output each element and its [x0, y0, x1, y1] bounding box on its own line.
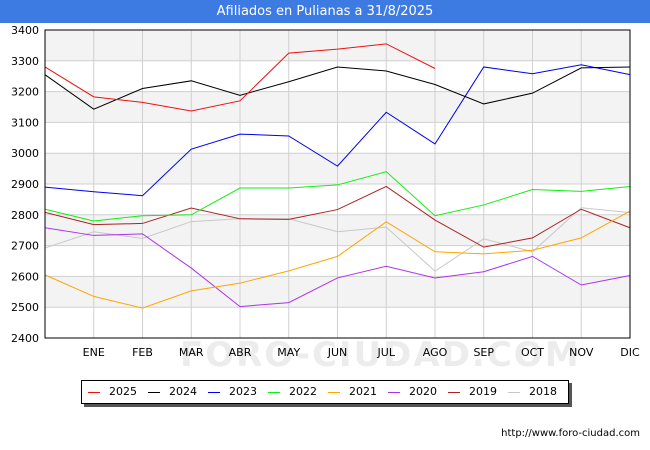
x-tick-label: FEB: [132, 346, 153, 359]
legend-label: 2020: [409, 385, 437, 398]
legend-label: 2018: [529, 385, 557, 398]
series-line-2019: [44, 185, 631, 248]
chart-title: Afiliados en Pulianas a 31/8/2025: [0, 0, 650, 23]
plot-frame: [44, 29, 631, 339]
x-tick-label: JUL: [377, 346, 396, 359]
x-tick-label: DIC: [620, 346, 640, 359]
legend-label: 2023: [229, 385, 257, 398]
y-tick-label: 2800: [11, 209, 39, 222]
legend: 2025 2024 2023 2022 2021 2020 2019 2018: [81, 380, 569, 404]
y-tick-label: 3100: [11, 116, 39, 129]
y-tick-label: 3200: [11, 86, 39, 99]
series-line-2020: [44, 227, 631, 308]
watermark: FORO-CIUDAD.COM: [180, 335, 581, 375]
y-axis-ticks: 2400 2500 2600 2700 2800 2900 3000 3100 3200 3300…: [11, 24, 39, 345]
x-tick-label: ABR: [229, 346, 252, 359]
series-line-2018: [44, 207, 631, 272]
y-tick-label: 2900: [11, 178, 39, 191]
series-line-2024: [44, 66, 631, 110]
legend-swatch: [148, 392, 160, 393]
legend-swatch: [328, 392, 340, 393]
legend-swatch: [88, 392, 100, 393]
x-tick-label: MAR: [179, 346, 204, 359]
legend-label: 2022: [289, 385, 317, 398]
x-tick-label: ENE: [83, 346, 105, 359]
series-line-2023: [44, 64, 631, 197]
series-line-2021: [44, 210, 631, 309]
legend-swatch: [508, 392, 520, 393]
legend-swatch: [268, 392, 280, 393]
y-tick-label: 2400: [11, 332, 39, 345]
legend-label: 2024: [169, 385, 197, 398]
x-tick-label: MAY: [277, 346, 300, 359]
x-tick-label: NOV: [569, 346, 594, 359]
y-tick-label: 2500: [11, 301, 39, 314]
y-tick-label: 2600: [11, 270, 39, 283]
legend-label: 2025: [109, 385, 137, 398]
legend-swatch: [208, 392, 220, 393]
x-tick-label: SEP: [473, 346, 494, 359]
legend-label: 2019: [469, 385, 497, 398]
source-url: http://www.foro-ciudad.com: [501, 428, 640, 439]
y-tick-label: 2700: [11, 240, 39, 253]
y-tick-label: 3000: [11, 147, 39, 160]
y-tick-label: 3400: [11, 24, 39, 37]
series-line-2025: [44, 43, 436, 112]
y-tick-label: 3300: [11, 55, 39, 68]
legend-swatch: [388, 392, 400, 393]
x-axis-ticks: ENE FEB MAR ABR MAY JUN JUL AGO SEP OCT NOV DIC: [83, 346, 640, 359]
legend-label: 2021: [349, 385, 377, 398]
x-tick-label: JUN: [327, 346, 348, 359]
series-line-2022: [44, 171, 631, 222]
legend-swatch: [448, 392, 460, 393]
x-tick-label: OCT: [521, 346, 544, 359]
series-lines: [44, 43, 631, 309]
x-tick-label: AGO: [423, 346, 448, 359]
